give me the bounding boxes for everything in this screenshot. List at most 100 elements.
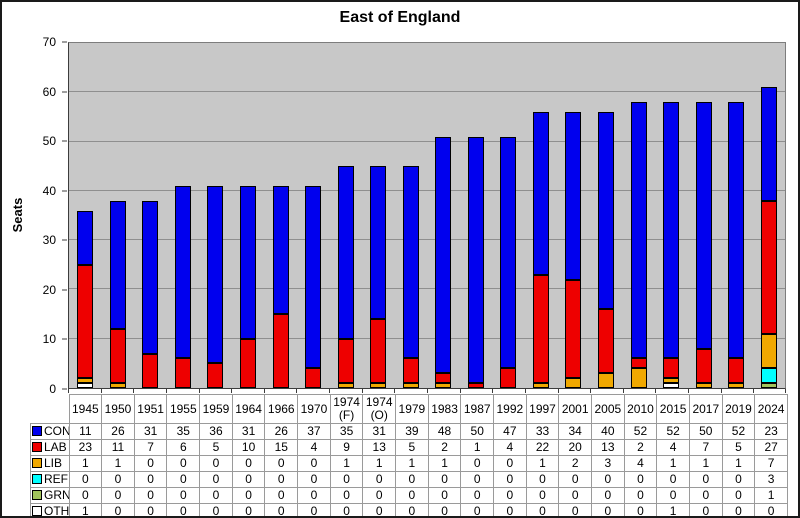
value-lib-2024: 7	[754, 455, 788, 472]
bar-segment-lab	[467, 383, 484, 388]
table-row-con: CON 11 26 31 35 36 31 26 37 35 31 39 48 50 47 33 34 40 52 5…	[30, 423, 788, 440]
value-oth-1964: 0	[231, 503, 266, 516]
bar-1974 (F)	[329, 43, 362, 388]
table-row-oth: OTH 1 0 0 0 0 0 0 0 0 0 0 0 0 0 0 0 0 0 1 0 0 0	[30, 503, 788, 518]
year-header-2015: 2015	[656, 394, 690, 424]
value-oth-1974 (F): 0	[329, 503, 364, 516]
value-grn-1945: 0	[68, 487, 103, 504]
value-ref-1966: 0	[264, 471, 299, 488]
bar-segment-con	[402, 166, 419, 359]
value-con-1974 (O): 31	[362, 423, 397, 440]
value-ref-2005: 0	[591, 471, 625, 488]
value-oth-2001: 0	[558, 503, 592, 516]
legend-label-lib: LIB	[44, 456, 63, 471]
bar-segment-con	[142, 200, 159, 354]
y-tick-label-30: 30	[42, 233, 56, 248]
bar-segment-con	[630, 102, 647, 359]
bar-segment-con	[565, 112, 582, 280]
y-tick-mark-30	[62, 239, 67, 241]
value-oth-1987: 0	[460, 503, 495, 516]
value-ref-2024: 3	[754, 471, 788, 488]
bar-1950	[102, 43, 135, 388]
bar-segment-lab	[565, 279, 582, 379]
value-con-1970: 37	[297, 423, 331, 440]
chart-title: East of England	[339, 9, 461, 26]
year-header-1966: 1966	[264, 394, 299, 424]
bar-segment-ref	[760, 368, 777, 384]
bar-1959	[199, 43, 232, 388]
value-ref-1959: 0	[199, 471, 233, 488]
legend-cell-ref: REF	[30, 471, 70, 488]
value-oth-1945: 1	[68, 503, 103, 516]
year-header-1959: 1959	[199, 394, 233, 424]
bar-1945	[69, 43, 102, 388]
bar-segment-con	[77, 210, 94, 265]
bar-1955	[167, 43, 200, 388]
value-lib-1964: 0	[231, 455, 266, 472]
year-header-1970: 1970	[297, 394, 331, 424]
y-tick-label-50: 50	[42, 134, 56, 149]
value-ref-1997: 0	[525, 471, 560, 488]
value-grn-2005: 0	[591, 487, 625, 504]
x-tick-mark-3	[165, 389, 167, 393]
x-tick-mark-10	[394, 389, 396, 393]
value-lib-1955: 0	[166, 455, 201, 472]
gridline-40	[69, 189, 785, 191]
year-header-1997: 1997	[525, 394, 560, 424]
value-con-1987: 50	[460, 423, 495, 440]
value-grn-1974 (O): 0	[362, 487, 397, 504]
bar-segment-con	[370, 166, 387, 320]
x-tick-mark-4	[198, 389, 200, 393]
bar-segment-lib	[728, 383, 745, 388]
bar-segment-lab	[305, 368, 322, 388]
value-con-2019: 52	[721, 423, 756, 440]
bar-segment-lib	[109, 383, 126, 388]
legend-swatch-grn	[32, 490, 42, 500]
year-header-1979: 1979	[395, 394, 429, 424]
x-tick-mark-19	[688, 389, 690, 393]
legend-label-oth: OTH	[44, 504, 69, 518]
value-grn-2024: 1	[754, 487, 788, 504]
value-lab-1970: 4	[297, 439, 331, 456]
value-con-1951: 31	[133, 423, 168, 440]
bar-segment-con	[239, 185, 256, 339]
bar-segment-con	[272, 185, 289, 315]
table-row-lab: LAB 23 11 7 6 5 10 15 4 9 13 5 2 1 4 22 20 13 2 4 7 5 27	[30, 439, 788, 456]
bar-segment-lab	[109, 328, 126, 384]
bar-1970	[297, 43, 330, 388]
bar-segment-lib	[77, 378, 94, 384]
value-lab-1974 (O): 13	[362, 439, 397, 456]
bar-segment-lib	[663, 378, 680, 384]
value-grn-1979: 0	[395, 487, 429, 504]
value-lib-2005: 3	[591, 455, 625, 472]
value-ref-1974 (O): 0	[362, 471, 397, 488]
value-oth-2019: 0	[721, 503, 756, 516]
bar-segment-lab	[532, 274, 549, 384]
value-lab-2010: 2	[623, 439, 658, 456]
legend-label-con: CON	[44, 424, 69, 439]
value-grn-1992: 0	[493, 487, 527, 504]
value-lib-1974 (F): 1	[329, 455, 364, 472]
bar-1974 (O)	[362, 43, 395, 388]
value-con-1950: 26	[101, 423, 135, 440]
bar-segment-con	[695, 102, 712, 349]
year-header-2019: 2019	[721, 394, 756, 424]
x-tick-mark-14	[524, 389, 526, 393]
value-ref-2010: 0	[623, 471, 658, 488]
bar-segment-lab	[663, 358, 680, 379]
value-lab-2019: 5	[721, 439, 756, 456]
x-tick-mark-20	[720, 389, 722, 393]
value-grn-2015: 0	[656, 487, 690, 504]
value-lib-1950: 1	[101, 455, 135, 472]
value-oth-2017: 0	[688, 503, 723, 516]
bar-segment-lib	[532, 383, 549, 388]
y-tick-label-70: 70	[42, 35, 56, 49]
value-lab-2005: 13	[591, 439, 625, 456]
bar-segment-lib	[597, 373, 614, 388]
value-oth-2015: 1	[656, 503, 690, 516]
bar-segment-lab	[239, 338, 256, 388]
bar-segment-lib	[695, 383, 712, 388]
plot-area	[68, 42, 786, 389]
value-con-1997: 33	[525, 423, 560, 440]
